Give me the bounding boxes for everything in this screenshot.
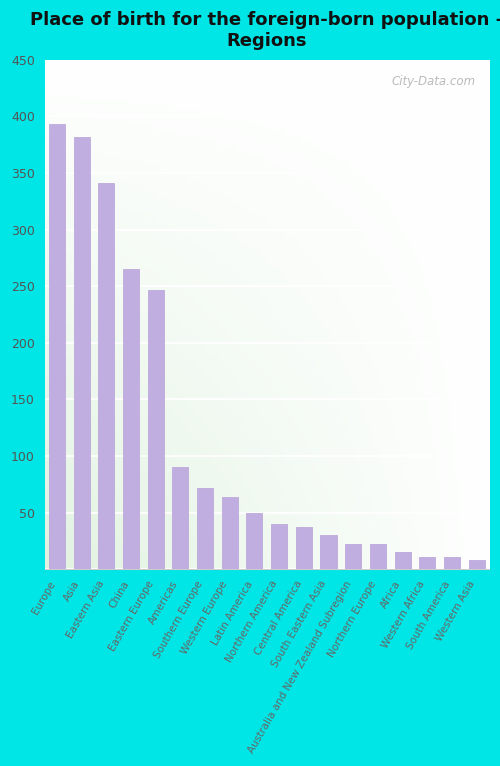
Bar [468,560,484,569]
Bar [370,545,386,569]
Bar [246,512,262,569]
Bar [320,535,336,569]
Bar [444,557,460,569]
Bar [197,488,213,569]
Bar [148,290,164,569]
Bar [74,137,90,569]
Bar [222,497,238,569]
Bar [49,124,65,569]
Bar [271,524,287,569]
Bar [172,467,188,569]
Bar [98,183,114,569]
Text: City-Data.com: City-Data.com [392,75,475,88]
Bar [123,270,139,569]
Bar [296,528,312,569]
Bar [419,557,435,569]
Title: Place of birth for the foreign-born population -
Regions: Place of birth for the foreign-born popu… [30,11,500,50]
Bar [394,552,410,569]
Bar [345,545,361,569]
